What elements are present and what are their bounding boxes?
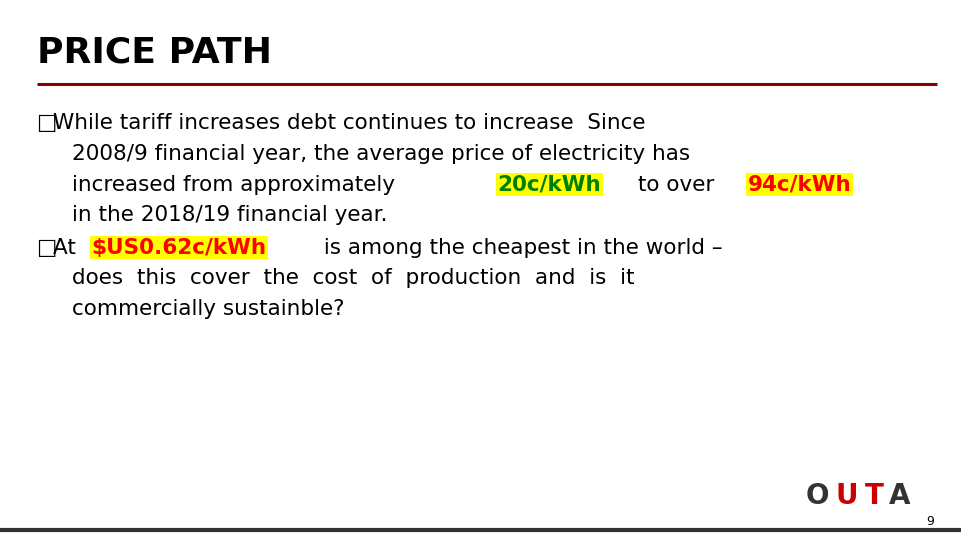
Text: 20c/kWh: 20c/kWh [498,175,602,195]
Text: $US0.62c/kWh: $US0.62c/kWh [91,238,266,258]
Text: □: □ [37,113,57,133]
Text: PRICE PATH: PRICE PATH [37,35,272,69]
Text: T: T [865,482,883,510]
Text: O: O [805,482,828,510]
Text: to over: to over [631,175,722,195]
Text: A: A [889,482,910,510]
Text: U: U [836,482,858,510]
Text: □: □ [37,238,57,258]
Text: in the 2018/19 financial year.: in the 2018/19 financial year. [72,205,387,225]
Text: 9: 9 [926,515,934,528]
Text: commercially sustainble?: commercially sustainble? [72,299,345,319]
Text: 94c/kWh: 94c/kWh [748,175,851,195]
Text: 2008/9 financial year, the average price of electricity has: 2008/9 financial year, the average price… [72,144,690,164]
Text: At: At [53,238,83,258]
Text: While tariff increases debt continues to increase  Since: While tariff increases debt continues to… [53,113,646,133]
Text: does  this  cover  the  cost  of  production  and  is  it: does this cover the cost of production a… [72,268,634,288]
Text: is among the cheapest in the world –: is among the cheapest in the world – [317,238,723,258]
Text: increased from approximately: increased from approximately [72,175,402,195]
